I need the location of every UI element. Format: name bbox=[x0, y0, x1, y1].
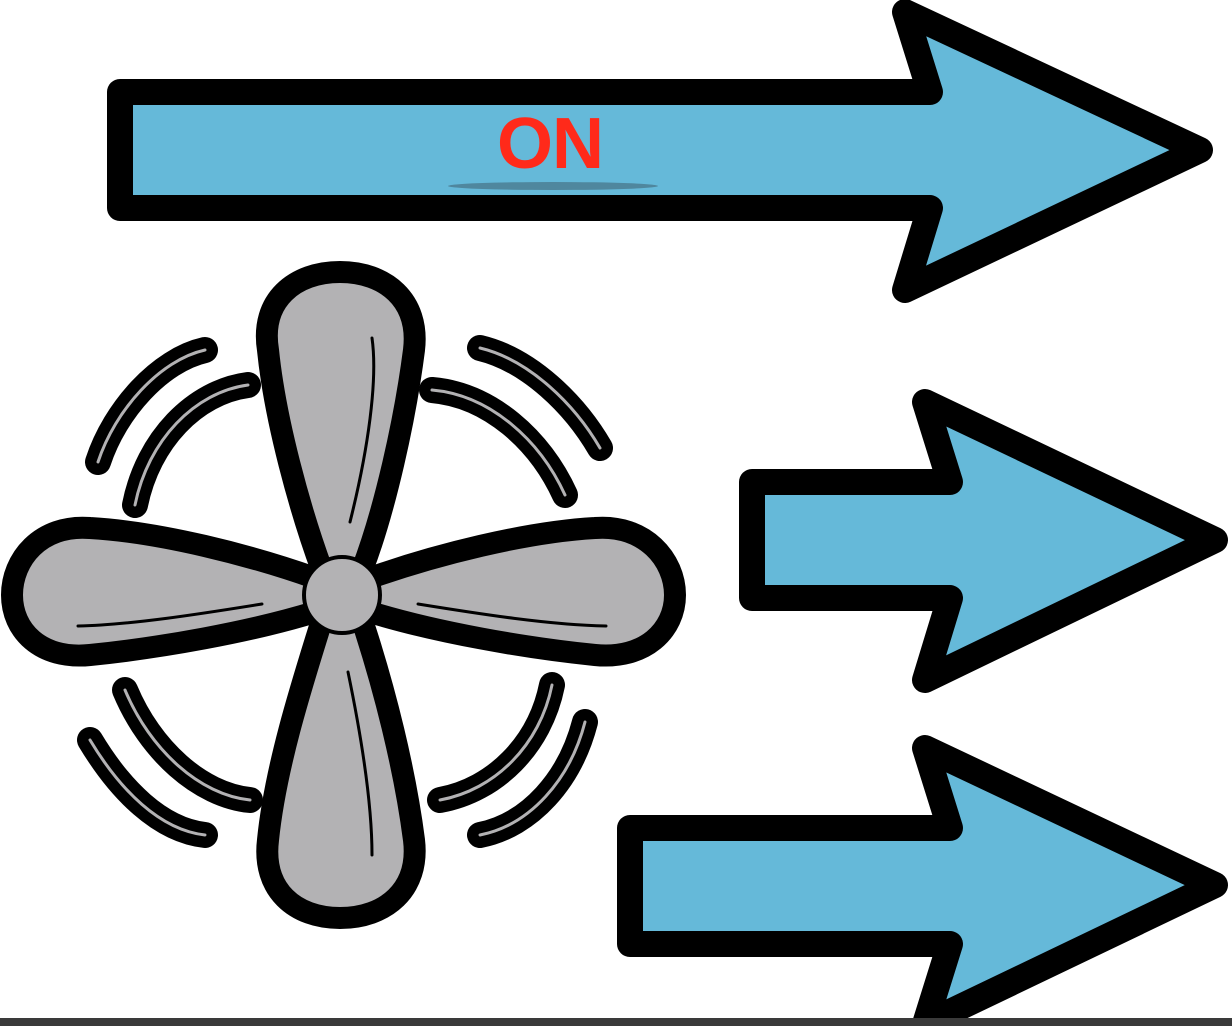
bottom-edge-bar bbox=[0, 1018, 1232, 1026]
airflow-arrow-top bbox=[107, 0, 1213, 303]
fan-blade-right bbox=[359, 516, 686, 667]
fan-motion-arcs bbox=[77, 335, 613, 848]
fan-hub bbox=[302, 555, 382, 635]
fan-icon bbox=[1, 261, 686, 929]
airflow-arrow-bottom bbox=[617, 735, 1228, 1026]
fan-blade-top bbox=[255, 261, 426, 581]
label-shadow bbox=[448, 182, 658, 190]
status-label-on: ON bbox=[497, 104, 604, 184]
fan-blade-left bbox=[1, 516, 326, 667]
airflow-arrow-middle bbox=[739, 389, 1228, 693]
fan-blade-bottom bbox=[256, 609, 426, 929]
